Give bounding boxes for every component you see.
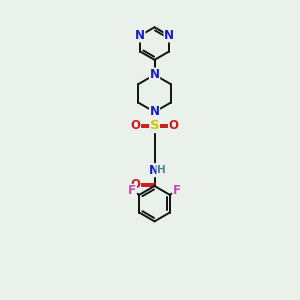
- Text: N: N: [135, 29, 145, 42]
- Text: N: N: [148, 164, 158, 177]
- Text: H: H: [157, 165, 166, 175]
- Text: S: S: [150, 119, 159, 133]
- Text: O: O: [169, 119, 178, 133]
- Text: N: N: [164, 29, 174, 42]
- Text: F: F: [173, 184, 181, 197]
- Text: O: O: [130, 178, 140, 191]
- Text: N: N: [149, 105, 160, 119]
- Text: N: N: [149, 68, 160, 81]
- Text: N: N: [149, 68, 160, 81]
- Text: O: O: [130, 119, 140, 133]
- Text: F: F: [128, 184, 136, 197]
